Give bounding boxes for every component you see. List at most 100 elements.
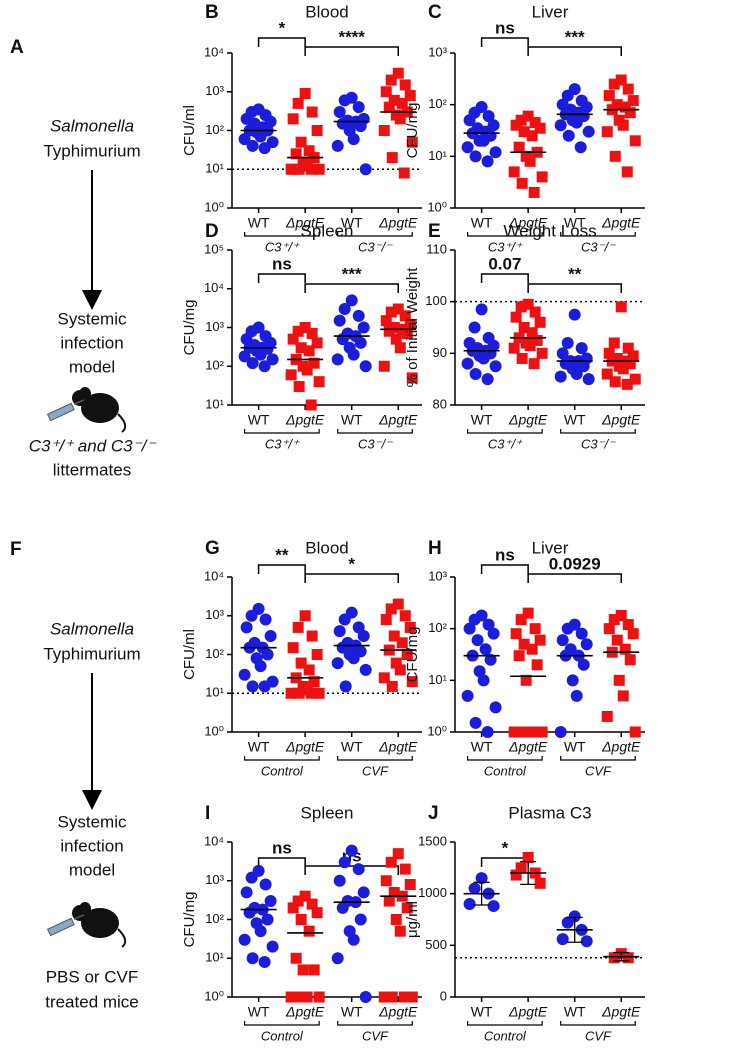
- y-tick-label: 10²: [205, 646, 224, 661]
- data-point: [624, 358, 636, 370]
- data-point: [461, 141, 474, 154]
- data-point: [238, 933, 251, 946]
- significance-bracket: [304, 865, 399, 875]
- subgroup-label: C3⁺/⁺: [488, 436, 523, 451]
- data-point: [406, 676, 418, 688]
- y-tick-label: 10⁰: [204, 723, 224, 738]
- panel-letter: E: [428, 221, 441, 242]
- mouse-icon: [46, 386, 127, 433]
- data-point: [471, 634, 484, 647]
- significance-label: ns: [495, 18, 515, 37]
- y-axis-label: CFU/mg: [181, 300, 198, 356]
- data-point: [406, 372, 418, 384]
- data-point: [245, 871, 258, 884]
- panel-letter: H: [428, 538, 442, 559]
- y-tick-label: 10³: [428, 568, 447, 583]
- significance-label: 0.07: [488, 254, 521, 273]
- data-point: [399, 79, 411, 91]
- data-point: [254, 660, 267, 673]
- data-point: [385, 74, 397, 86]
- data-point: [246, 680, 259, 693]
- data-point: [528, 186, 540, 198]
- y-tick-label: 90: [433, 345, 447, 360]
- data-point: [617, 119, 629, 131]
- data-point: [311, 337, 323, 349]
- y-tick-label: 10²: [205, 358, 224, 373]
- data-point: [529, 306, 541, 318]
- data-point: [287, 333, 299, 345]
- significance-bracket: [527, 573, 622, 583]
- data-point: [489, 701, 502, 714]
- data-point: [259, 613, 272, 626]
- data-point: [240, 621, 253, 634]
- significance-bracket: [304, 573, 399, 583]
- data-point: [383, 895, 395, 907]
- subgroup-bracket: [244, 429, 320, 434]
- data-point: [311, 907, 323, 919]
- data-point: [357, 321, 370, 334]
- data-point: [347, 133, 360, 146]
- data-point: [258, 142, 271, 155]
- data-point: [238, 350, 251, 363]
- panel-letter: B: [205, 2, 219, 23]
- y-tick-label: 10⁰: [427, 199, 447, 214]
- y-tick-label: 10⁴: [204, 833, 224, 848]
- significance-label: ns: [272, 838, 292, 857]
- data-point: [629, 135, 641, 147]
- data-point: [468, 321, 481, 334]
- panel: E Weight Loss % of Initial Weight 80 90 100 11…: [404, 221, 645, 451]
- data-point: [516, 353, 528, 364]
- data-point: [603, 623, 615, 635]
- data-point: [357, 886, 370, 899]
- data-point: [529, 117, 541, 129]
- data-point: [295, 914, 307, 925]
- data-point: [297, 964, 309, 976]
- x-tick-label: WT: [248, 412, 270, 428]
- data-point: [603, 347, 615, 359]
- subgroup-bracket: [244, 1021, 320, 1026]
- data-point: [518, 638, 530, 650]
- significance-bracket: [257, 857, 306, 867]
- data-point: [489, 360, 502, 373]
- data-point: [285, 369, 297, 381]
- y-tick-label: 10³: [205, 607, 224, 622]
- x-tick-label: WT: [564, 1004, 586, 1020]
- data-point: [292, 97, 304, 109]
- data-point: [299, 88, 311, 100]
- data-point: [515, 862, 527, 874]
- data-point: [398, 167, 410, 179]
- data-point: [339, 680, 352, 693]
- data-point: [293, 991, 305, 1003]
- subgroup-bracket: [560, 232, 636, 237]
- data-point: [520, 674, 532, 686]
- data-point: [292, 895, 304, 907]
- organism: Salmonella: [50, 619, 134, 638]
- data-point: [306, 898, 318, 910]
- significance-label: **: [568, 264, 582, 283]
- schematic-a: A Salmonella Typhimurium Systemic infect…: [10, 37, 157, 479]
- data-point: [295, 136, 307, 148]
- data-point: [570, 368, 583, 380]
- data-point: [394, 342, 406, 354]
- significance-bracket: [304, 283, 399, 293]
- data-point: [295, 657, 307, 669]
- x-tick-label: ΔpgtE: [285, 1004, 325, 1020]
- data-point: [508, 726, 520, 738]
- data-point: [469, 368, 482, 380]
- subgroup-label: CVF: [585, 1028, 612, 1043]
- data-point: [608, 952, 620, 964]
- data-point: [396, 97, 408, 109]
- data-point: [385, 603, 397, 615]
- data-point: [580, 638, 593, 651]
- schematic-f: F Salmonella Typhimurium Systemic infect…: [10, 539, 141, 1011]
- model-text: model: [69, 860, 115, 879]
- data-point: [510, 119, 522, 131]
- data-point: [338, 303, 351, 316]
- data-point: [305, 687, 317, 699]
- data-point: [487, 900, 500, 913]
- y-tick-label: 110: [426, 241, 447, 256]
- data-point: [261, 648, 274, 661]
- y-axis-label: μg/ml: [404, 901, 421, 938]
- y-tick-label: 10⁵: [204, 241, 224, 256]
- data-point: [556, 347, 569, 360]
